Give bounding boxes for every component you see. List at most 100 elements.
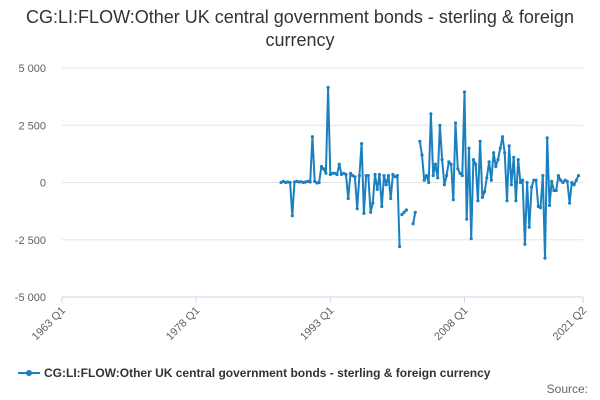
data-point[interactable] [505,199,509,203]
data-point[interactable] [545,136,549,140]
data-point[interactable] [509,183,513,187]
data-point[interactable] [500,135,505,139]
data-point[interactable] [507,144,511,148]
data-point[interactable] [480,195,484,199]
data-point[interactable] [487,160,491,164]
data-point[interactable] [543,256,547,260]
data-point[interactable] [492,151,496,155]
data-point[interactable] [521,178,525,182]
data-point[interactable] [326,85,330,90]
legend[interactable]: CG:LI:FLOW:Other UK central government b… [18,366,490,380]
data-point[interactable] [424,174,429,178]
data-point[interactable] [474,162,478,166]
data-point[interactable] [418,139,422,143]
data-point[interactable] [433,162,437,166]
data-point[interactable] [400,213,404,217]
data-point[interactable] [362,211,366,215]
data-point[interactable] [447,160,451,164]
data-point[interactable] [458,171,462,175]
data-point[interactable] [478,139,482,143]
data-point[interactable] [449,162,453,166]
data-point[interactable] [527,225,531,229]
data-point[interactable] [371,201,375,205]
data-point[interactable] [427,180,431,185]
data-point[interactable] [402,210,406,214]
data-point[interactable] [512,155,516,159]
data-point[interactable] [317,180,321,185]
data-point[interactable] [550,179,554,183]
data-point[interactable] [451,198,455,202]
data-point[interactable] [431,174,435,178]
data-point[interactable] [290,214,294,218]
data-point[interactable] [355,207,359,211]
data-point[interactable] [538,206,543,210]
data-point[interactable] [375,187,379,191]
data-point[interactable] [440,158,444,162]
data-point[interactable] [353,175,357,179]
data-point[interactable] [494,164,498,169]
data-point[interactable] [541,174,545,178]
data-point[interactable] [552,188,556,193]
data-point[interactable] [398,245,402,249]
data-point[interactable] [442,183,446,187]
data-point[interactable] [369,210,373,214]
data-point[interactable] [483,190,487,194]
data-point[interactable] [462,90,467,94]
data-point[interactable] [498,146,502,150]
data-point[interactable] [465,217,469,221]
data-point[interactable] [377,172,382,177]
data-point[interactable] [389,196,393,201]
data-point[interactable] [554,188,558,193]
data-point[interactable] [382,174,386,178]
data-point[interactable] [308,180,312,184]
data-point[interactable] [496,158,500,162]
data-point[interactable] [324,171,328,175]
data-point[interactable] [348,171,353,175]
data-point[interactable] [346,196,350,201]
data-point[interactable] [384,183,388,187]
data-point[interactable] [373,172,377,177]
data-point[interactable] [366,174,370,178]
data-point[interactable] [288,180,292,185]
data-point[interactable] [516,158,520,162]
data-point[interactable] [411,222,415,226]
data-point[interactable] [310,135,314,139]
data-point[interactable] [574,178,578,182]
data-point[interactable] [556,174,561,178]
data-point[interactable] [460,174,464,178]
data-point[interactable] [297,180,301,184]
data-point[interactable] [364,174,368,178]
data-point[interactable] [438,123,442,127]
data-point[interactable] [360,142,364,146]
data-point[interactable] [568,201,572,205]
data-point[interactable] [534,178,538,182]
data-point[interactable] [559,178,563,182]
data-point[interactable] [395,174,399,178]
data-point[interactable] [485,176,489,180]
data-point[interactable] [335,172,339,177]
data-point[interactable] [445,174,449,178]
data-point[interactable] [467,146,471,150]
data-point[interactable] [471,158,475,162]
data-point[interactable] [404,208,408,212]
data-point[interactable] [331,171,335,175]
data-point[interactable] [322,167,326,171]
data-point[interactable] [570,180,574,185]
data-point[interactable] [514,199,518,203]
data-point[interactable] [503,151,507,155]
data-point[interactable] [453,121,458,125]
data-point[interactable] [547,203,552,207]
data-point[interactable] [386,174,391,178]
data-point[interactable] [357,174,361,178]
data-point[interactable] [319,164,323,169]
data-point[interactable] [436,176,440,180]
data-point[interactable] [413,210,417,214]
data-point[interactable] [476,199,480,203]
data-point[interactable] [429,112,433,116]
data-point[interactable] [456,167,460,171]
data-point[interactable] [391,172,395,177]
data-point[interactable] [313,179,317,183]
data-point[interactable] [518,180,523,185]
data-point[interactable] [532,178,536,182]
data-point[interactable] [489,178,493,182]
